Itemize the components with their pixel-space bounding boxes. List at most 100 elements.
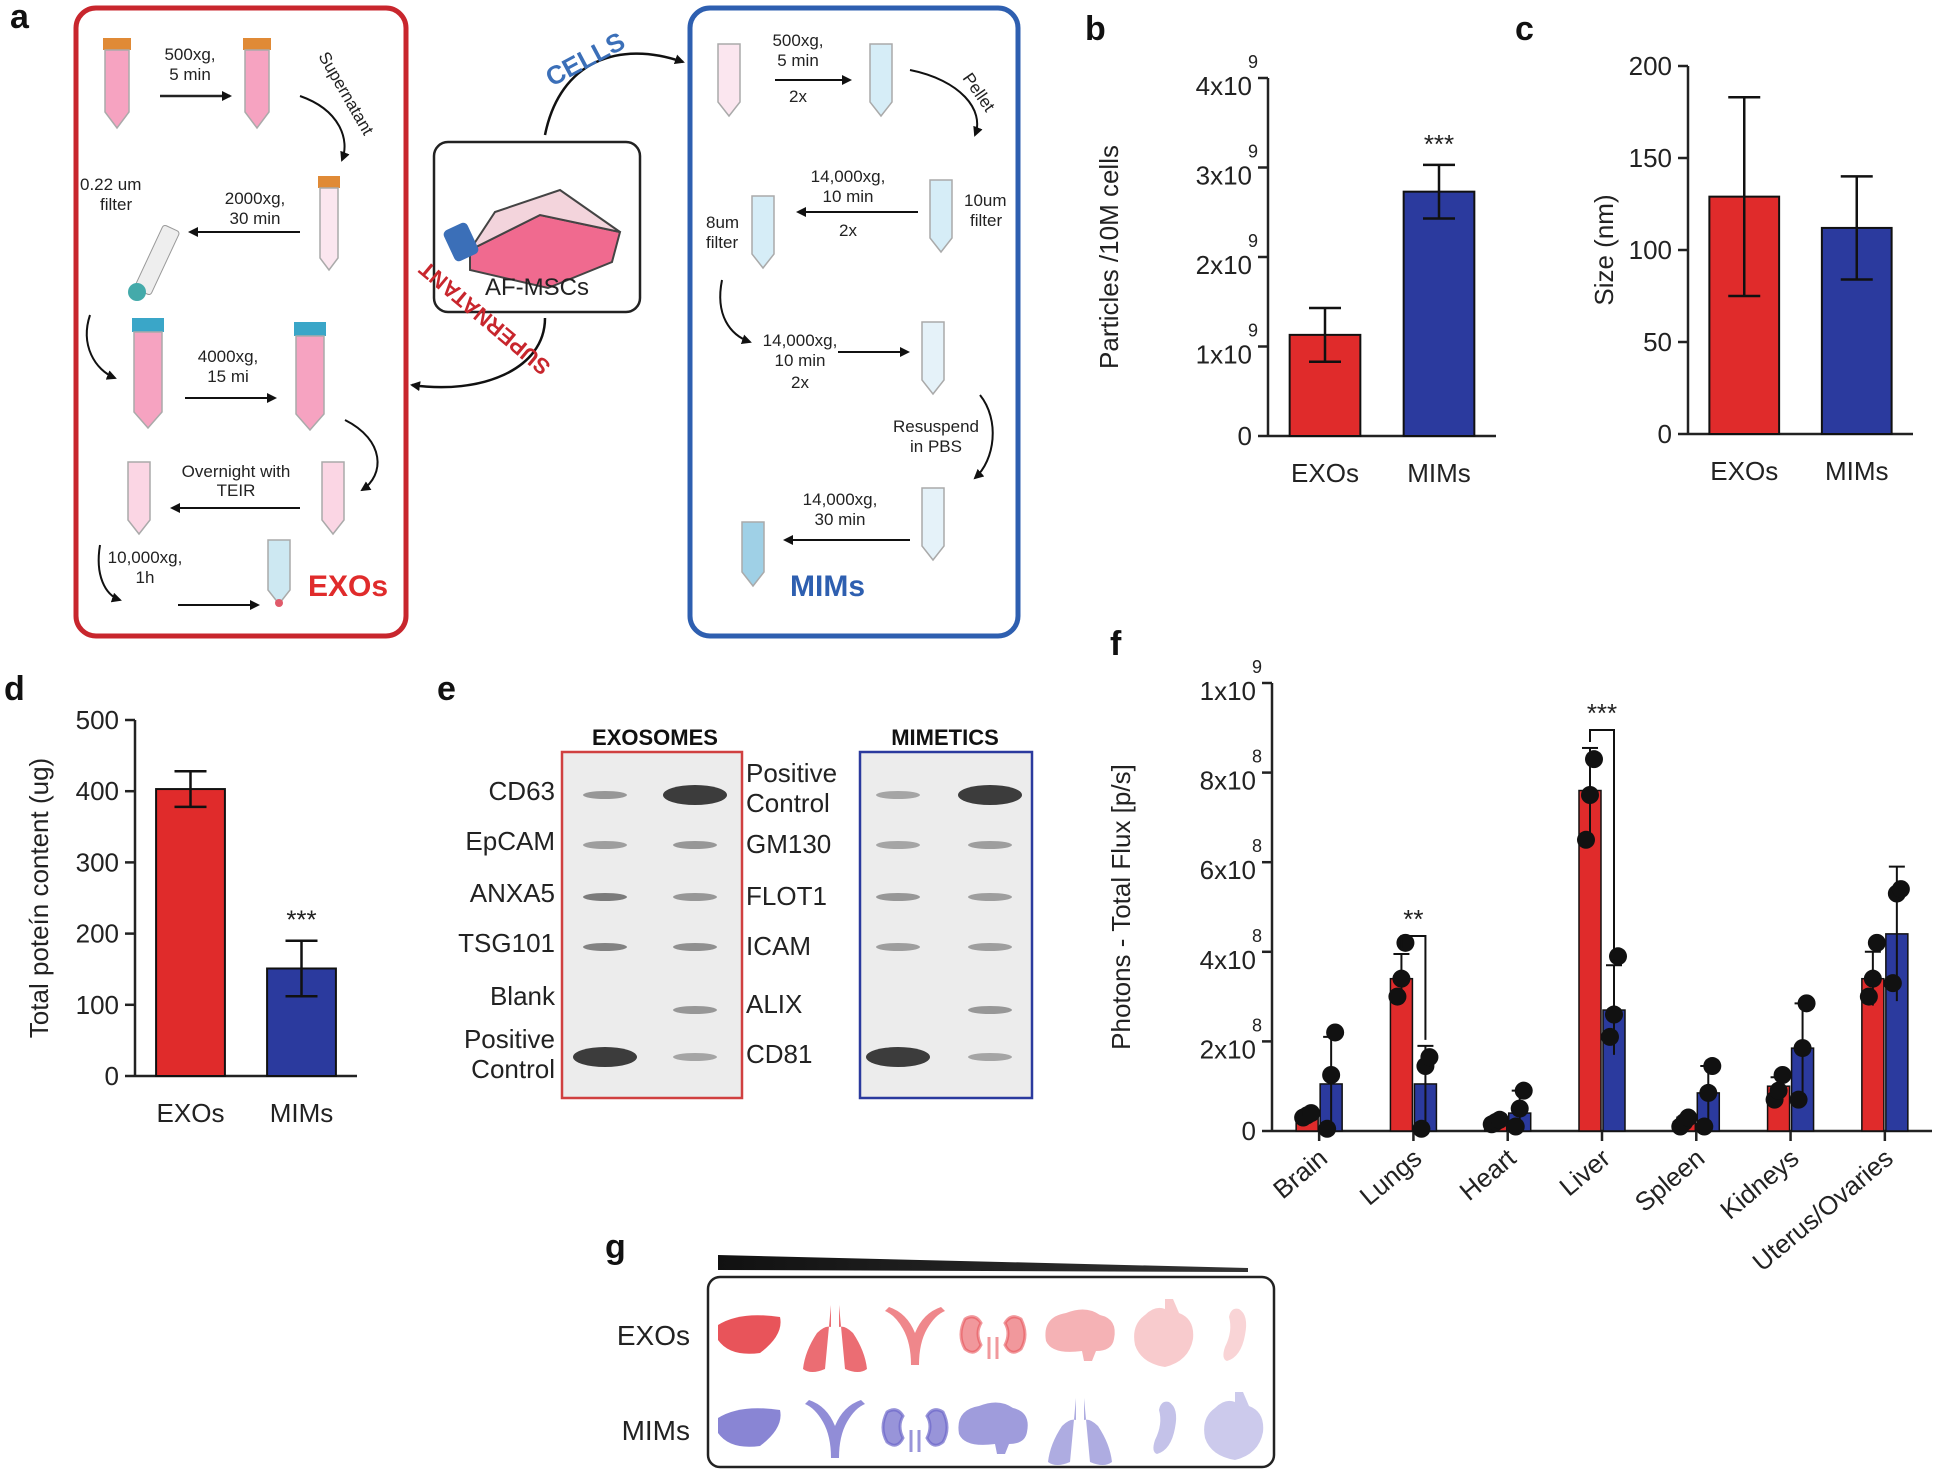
panel-letter-f: f bbox=[1110, 625, 1122, 663]
mim-arrow-4 bbox=[719, 279, 752, 345]
y-tick-label: 100 bbox=[76, 990, 119, 1020]
y-tick-label: 6x10 bbox=[1200, 855, 1256, 885]
blot-right-label-5: ALIX bbox=[746, 989, 802, 1019]
y-tick-label: 0 bbox=[1658, 419, 1672, 449]
x-tick-label: Heart bbox=[1454, 1142, 1523, 1206]
bar-mims bbox=[1402, 190, 1476, 437]
mim-resusb: in PBS bbox=[910, 437, 962, 456]
y-tick-exponent: 9 bbox=[1252, 657, 1262, 677]
y-tick-label: 4x10 bbox=[1196, 71, 1252, 101]
supernatant-arrow bbox=[410, 317, 547, 392]
mim-step1c: 2x bbox=[789, 87, 807, 106]
y-tick-label: 50 bbox=[1643, 327, 1672, 357]
data-point bbox=[1388, 987, 1407, 1006]
organ-row-mims: MIMs bbox=[622, 1415, 690, 1446]
data-point bbox=[1585, 750, 1603, 769]
data-point bbox=[1605, 1005, 1623, 1024]
data-point bbox=[1609, 947, 1627, 966]
blot-band bbox=[673, 841, 717, 849]
blot-right-label-0: Positive bbox=[746, 758, 837, 788]
data-point bbox=[1703, 1057, 1722, 1076]
y-tick-exponent: 8 bbox=[1252, 747, 1262, 767]
exo-filter: 0.22 um bbox=[80, 175, 141, 194]
exo-tube-4 bbox=[132, 318, 164, 430]
mim-f10b: filter bbox=[970, 211, 1002, 230]
y-tick-label: 300 bbox=[76, 847, 119, 877]
blot-right-label-3: FLOT1 bbox=[746, 881, 827, 911]
mim-result-label: MIMs bbox=[790, 570, 865, 603]
panel-e-blots: EXOSOMES MIMETICS CD63 EpCAM ANXA5 TSG10… bbox=[458, 725, 1034, 1100]
y-tick-label: 1x10 bbox=[1200, 676, 1256, 706]
mim-step1b: 5 min bbox=[777, 51, 819, 70]
y-tick-label: 0 bbox=[1238, 421, 1252, 451]
data-point bbox=[1863, 969, 1882, 988]
exo-step2: 2000xg, bbox=[225, 189, 286, 208]
blot-band bbox=[673, 893, 717, 901]
y-tick-exponent: 9 bbox=[1248, 52, 1258, 72]
y-tick-label: 2x10 bbox=[1200, 1034, 1256, 1064]
x-tick-label: MIMs bbox=[1825, 456, 1889, 486]
data-point bbox=[1412, 1119, 1431, 1138]
exo-arrow-2 bbox=[299, 95, 350, 162]
y-tick-exponent: 9 bbox=[1248, 231, 1258, 251]
significance-bracket bbox=[1589, 728, 1615, 960]
x-tick-label: EXOs bbox=[157, 1098, 225, 1128]
mim-step2: 14,000xg, bbox=[811, 167, 886, 186]
exo-step3: 4000xg, bbox=[198, 347, 259, 366]
data-point bbox=[1420, 1048, 1439, 1067]
mim-pellet: Pellet bbox=[959, 69, 999, 115]
blot-band bbox=[663, 785, 727, 805]
data-point bbox=[1867, 933, 1886, 952]
y-tick-exponent: 9 bbox=[1248, 321, 1258, 341]
exo-tube-5 bbox=[294, 322, 326, 432]
data-point bbox=[1577, 830, 1595, 849]
uterus-icon bbox=[885, 1307, 945, 1365]
exo-filter2: filter bbox=[100, 195, 132, 214]
y-axis-label: Size (nm) bbox=[1589, 194, 1619, 305]
blot-right-label-6: CD81 bbox=[746, 1039, 812, 1069]
data-point bbox=[1510, 1099, 1529, 1118]
blot-exo-membrane bbox=[560, 750, 744, 1100]
mim-protocol-box bbox=[687, 5, 1021, 639]
panel-letter-d: d bbox=[4, 670, 25, 708]
mim-resus: Resuspend bbox=[893, 417, 979, 436]
mim-step1: 500xg, bbox=[772, 31, 823, 50]
data-point bbox=[1601, 1027, 1619, 1046]
blot-right-label-2: GM130 bbox=[746, 829, 831, 859]
data-point bbox=[1679, 1108, 1698, 1127]
exo-step1: 500xg, bbox=[164, 45, 215, 64]
organ-ranking-box bbox=[706, 1275, 1276, 1469]
mim-arrow-6 bbox=[973, 394, 994, 480]
lungs-icon bbox=[803, 1305, 867, 1372]
panel-a-workflow: AF-MSCs CELLS SUPERNATANT bbox=[73, 5, 1021, 639]
x-tick-label: EXOs bbox=[1710, 456, 1778, 486]
y-tick-label: 0 bbox=[1242, 1116, 1256, 1146]
data-point bbox=[1326, 1023, 1345, 1042]
x-tick-label: MIMs bbox=[1407, 458, 1471, 488]
blot-left-label-3: TSG101 bbox=[458, 928, 555, 958]
significance-label: *** bbox=[286, 905, 316, 935]
data-point bbox=[1789, 1090, 1808, 1109]
panel-letter-c: c bbox=[1515, 10, 1534, 48]
y-tick-label: 100 bbox=[1629, 235, 1672, 265]
blot-left-label-0: CD63 bbox=[489, 776, 555, 806]
exo-arrow-4 bbox=[85, 314, 117, 380]
mim-tube-6 bbox=[921, 487, 945, 562]
data-point bbox=[1506, 1117, 1525, 1136]
x-tick-label: EXOs bbox=[1291, 458, 1359, 488]
data-point bbox=[1793, 1039, 1812, 1058]
exo-step2b: 30 min bbox=[229, 209, 280, 228]
data-point bbox=[1883, 974, 1902, 993]
bar-exos bbox=[1708, 195, 1781, 435]
blot-band bbox=[968, 893, 1012, 901]
panel-g-organ-ranking: EXOs MIMs bbox=[617, 1255, 1276, 1469]
bar-exos bbox=[155, 788, 226, 1078]
blot-band bbox=[673, 943, 717, 951]
cells-arrow bbox=[543, 52, 685, 136]
mim-f8: 8um bbox=[706, 213, 739, 232]
blot-band bbox=[583, 841, 627, 849]
blot-band bbox=[968, 1006, 1012, 1014]
significance-label: *** bbox=[1424, 129, 1454, 159]
spleen-icon bbox=[1223, 1308, 1247, 1361]
